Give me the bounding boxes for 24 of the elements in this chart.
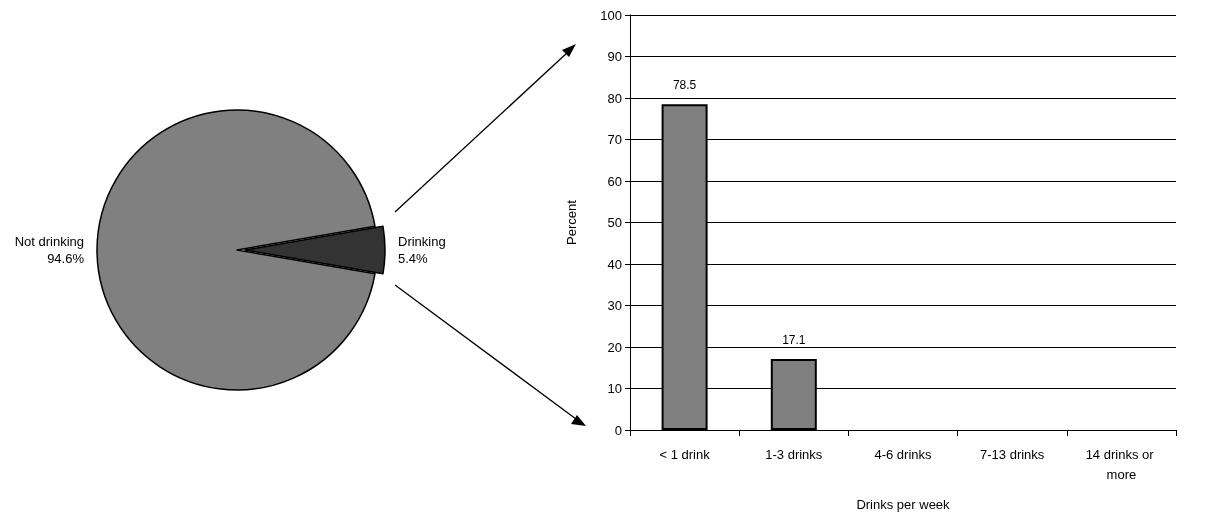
x-tick-label: < 1 drink — [659, 446, 711, 462]
slice-label: Not drinking — [14, 234, 84, 249]
y-tick-label: 60 — [607, 173, 622, 189]
slice-label: Drinking — [398, 234, 446, 249]
y-tick-label: 30 — [607, 298, 622, 313]
y-tick-label: 70 — [607, 132, 622, 147]
x-tick-label: 1-3 drinks — [765, 446, 823, 462]
y-tick-label: 80 — [607, 90, 622, 106]
y-tick-label: 90 — [607, 49, 622, 64]
y-tick-label: 100 — [600, 7, 622, 23]
data-label: 78.5 — [672, 78, 697, 93]
y-tick-label: 50 — [607, 215, 622, 230]
x-tick-label: 14 drinks or more — [1085, 446, 1158, 482]
x-axis-title: Drinks per week — [856, 497, 951, 512]
y-axis-title: Percent — [564, 199, 579, 245]
y-tick-label: 20 — [607, 339, 622, 355]
y-tick-label: 0 — [614, 422, 622, 438]
x-tick-label: 7-13 drinks — [980, 446, 1045, 462]
y-tick-label: 10 — [607, 381, 622, 396]
data-label: 5.4% — [398, 251, 429, 266]
y-tick-label: 40 — [607, 256, 622, 272]
data-label: 17.1 — [782, 333, 806, 348]
data-label: 94.6% — [47, 251, 85, 266]
x-tick-label: 4-6 drinks — [874, 446, 933, 462]
